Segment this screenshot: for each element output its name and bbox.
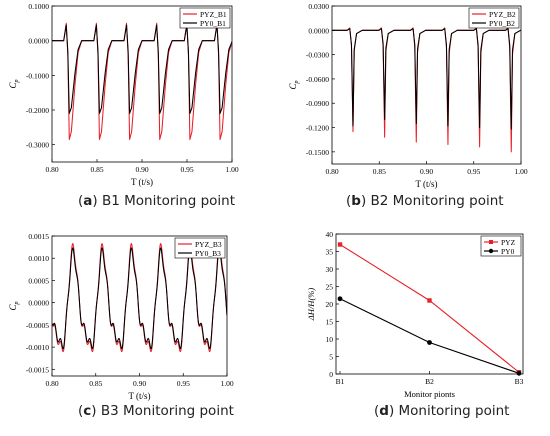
chart-a: 0.1000 0.0000 -0.1000 -0.2000 -0.3000 0.80 0.8… — [8, 2, 239, 187]
y-axis-label-d: ΔH/H(%) — [306, 288, 316, 322]
y-tick-label-3: 40 — [326, 230, 334, 239]
x-tick-label-0: 0.80 — [45, 165, 58, 174]
x-tick-label-2: 0.90 — [133, 379, 146, 388]
x-tick-label-2: 0.80 — [45, 379, 58, 388]
y-tick-label-0: -0.3000 — [26, 141, 49, 150]
y-tick-label-3: 0 — [329, 370, 333, 379]
series-group-b — [332, 27, 521, 153]
x-tick-label-2: 0.85 — [89, 379, 102, 388]
y-tick-label-2: -0.0005 — [26, 321, 49, 330]
y-axis-label-b: Cp — [288, 80, 300, 89]
y-tick-label-2: 0.0005 — [28, 276, 49, 285]
y-tick-label-3: 20 — [326, 300, 334, 309]
series-line-PYZ_B2 — [332, 27, 521, 153]
y-tick-label-1: -0.0600 — [306, 75, 329, 84]
y-tick-label-2: 0.0000 — [28, 299, 49, 308]
chart-c: 0.0015 0.0010 0.0005 0.0000 -0.0005 -0.0010 -0… — [8, 232, 234, 401]
x-tick-label-0: 0.85 — [90, 165, 103, 174]
series-line-PY0_B2 — [332, 28, 521, 130]
y-tick-label-1: 0.0300 — [308, 2, 329, 11]
data-point-PY0 — [516, 370, 522, 376]
y-tick-label-3: 10 — [326, 335, 334, 344]
x-tick-label-d: B2 — [425, 377, 434, 386]
x-tick-label-2: 0.95 — [177, 379, 190, 388]
series-group-a — [52, 22, 232, 140]
y-tick-label-0: 0.0000 — [28, 37, 49, 46]
x-tick-label-1: 0.95 — [467, 167, 480, 176]
data-point-PYZ — [427, 298, 432, 303]
data-point-PYZ — [337, 242, 343, 247]
y-tick-label-3: 25 — [326, 283, 334, 292]
data-point-PY0 — [337, 296, 343, 302]
y-tick-label-2: -0.0015 — [26, 365, 49, 374]
y-axis-label-a: Cp — [8, 79, 20, 88]
x-tick-label-d: B1 — [336, 377, 345, 386]
legend-entry-a: PY0_B1 — [200, 19, 226, 28]
legend-entry-c: PYZ_B3 — [195, 240, 222, 249]
y-tick-label-0: -0.2000 — [26, 106, 49, 115]
x-axis-label-c: T (t/s) — [128, 391, 150, 401]
series-line-PY0_B1 — [52, 24, 232, 114]
series-line-PYZ — [339, 244, 520, 373]
y-tick-label-1: -0.1500 — [306, 148, 329, 157]
series-line-PY0_B3 — [52, 247, 227, 350]
y-tick-label-2: 0.0015 — [28, 232, 49, 241]
chart-d: 0 5 10 15 20 25 30 35 40 B1 B2 B3 Monitor pionts ΔH/H… — [306, 230, 524, 399]
x-tick-label-0: 0.90 — [135, 165, 148, 174]
data-point-PY0 — [427, 340, 432, 345]
legend-entry-b: PY0_B2 — [489, 19, 515, 28]
x-tick-label-0: 0.95 — [180, 165, 193, 174]
y-tick-label-0: 0.1000 — [28, 2, 49, 11]
y-tick-label-0: -0.1000 — [26, 71, 49, 80]
x-axis-label-b: T (t/s) — [415, 179, 437, 189]
y-axis-label-subscript: p — [14, 79, 20, 83]
y-axis-label-subscript: p — [294, 80, 300, 84]
legend-entry-a: PYZ_B1 — [200, 10, 227, 19]
legend-marker-d — [488, 248, 494, 254]
chart-b: 0.0300 0.0000 -0.0300 -0.0600 -0.0900 -0.1200… — [288, 2, 528, 189]
x-tick-label-1: 0.80 — [325, 167, 338, 176]
y-tick-label-2: -0.0010 — [26, 343, 49, 352]
y-tick-label-2: 0.0010 — [28, 254, 49, 263]
series-group-c — [52, 243, 227, 353]
x-tick-label-d: B3 — [515, 377, 524, 386]
y-axis-label-c: Cp — [8, 301, 20, 310]
y-tick-label-1: -0.0900 — [306, 99, 329, 108]
caption-d: (d) Monitoring point — [374, 403, 510, 419]
x-tick-label-1: 0.85 — [373, 167, 386, 176]
series-line-PYZ_B3 — [52, 243, 227, 353]
legend-marker-d — [489, 240, 493, 244]
legend-entry-d: PY0 — [501, 247, 515, 256]
x-tick-label-0: 1.00 — [225, 165, 238, 174]
legend-entry-c: PY0_B3 — [195, 249, 221, 258]
y-tick-label-3: 35 — [326, 248, 334, 257]
y-axis-label-subscript: p — [14, 301, 20, 305]
legend-entry-b: PYZ_B2 — [489, 10, 516, 19]
y-tick-label-1: -0.1200 — [306, 124, 329, 133]
caption-c: (c) B3 Monitoring point — [78, 403, 234, 419]
caption-a: (a) B1 Monitoring point — [78, 193, 236, 209]
plot-frame-a — [51, 5, 233, 163]
legend-entry-d: PYZ — [501, 238, 516, 247]
y-tick-label-1: 0.0000 — [308, 26, 329, 35]
x-tick-label-1: 1.00 — [514, 167, 527, 176]
series-line-PY0 — [339, 298, 520, 374]
y-tick-label-3: 5 — [329, 353, 333, 362]
y-tick-label-3: 30 — [326, 265, 334, 274]
plot-frame-b — [331, 5, 522, 165]
x-tick-label-1: 0.90 — [420, 167, 433, 176]
y-tick-label-1: -0.0300 — [306, 51, 329, 60]
x-axis-label-a: T (t/s) — [131, 177, 153, 187]
caption-b: (b) B2 Monitoring point — [346, 193, 504, 209]
y-tick-label-3: 15 — [326, 318, 334, 327]
x-tick-label-2: 1.00 — [220, 379, 233, 388]
x-axis-label-d: Monitor pionts — [404, 389, 455, 399]
